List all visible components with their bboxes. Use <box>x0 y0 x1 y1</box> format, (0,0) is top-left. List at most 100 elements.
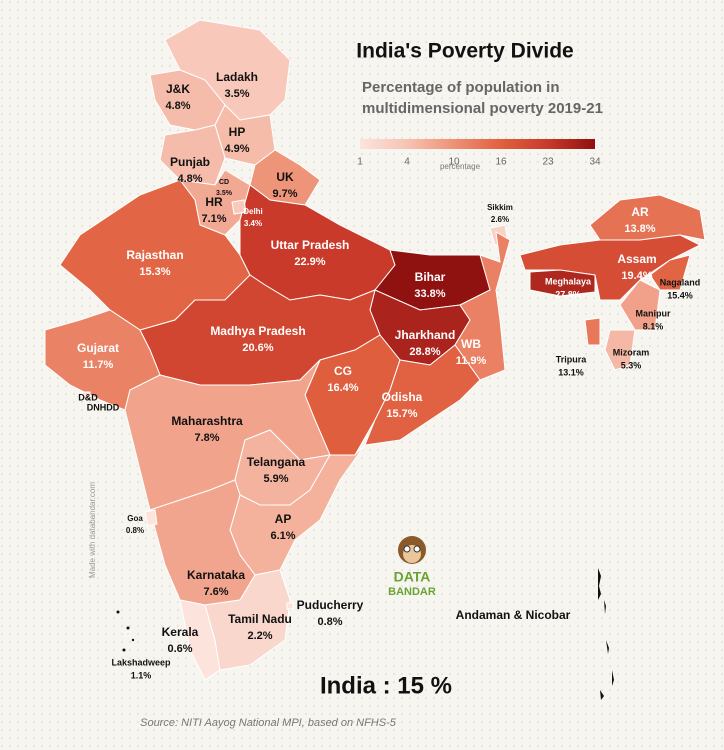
state-name: Madhya Pradesh <box>210 324 305 338</box>
legend-tick-label: 16 <box>495 157 507 168</box>
state-name: CD <box>219 179 229 186</box>
legend-tick-label: 34 <box>589 157 601 168</box>
state <box>159 124 226 186</box>
state-value: 4.9% <box>224 143 249 155</box>
state-value: 1.1% <box>131 670 152 680</box>
state-name: WB <box>461 337 481 351</box>
state-value: 4.8% <box>165 100 190 112</box>
state <box>454 231 511 381</box>
title: India's Poverty Divide <box>356 40 573 63</box>
state-name: HP <box>229 125 246 139</box>
state-name: Odisha <box>382 390 423 404</box>
state-name: CG <box>334 364 352 378</box>
state-value: 2.6% <box>491 215 509 224</box>
state-value: 2.2% <box>247 630 272 642</box>
state-value: 5.3% <box>621 360 642 370</box>
legend: 1 4 10 16 23 34 <box>357 157 601 168</box>
state <box>584 317 601 346</box>
state-name: Uttar Pradesh <box>271 238 350 252</box>
state-value: 7.1% <box>201 213 226 225</box>
state-name: UK <box>276 170 294 184</box>
labels: Ladakh 3.5% J&K 4.8% HP 4.9% Punjab 4.8% CD 3.5% U… <box>77 70 700 680</box>
state-value: 33.8% <box>414 288 445 300</box>
state-name: Meghalaya <box>545 276 592 286</box>
state-value: 13.1% <box>558 367 584 377</box>
subtitle: multidimensional poverty 2019-21 <box>362 100 603 117</box>
state-name: Assam <box>617 252 656 266</box>
state-name: Goa <box>127 514 143 523</box>
subtitle: Percentage of population in <box>362 79 560 96</box>
state-value: 0.8% <box>126 526 144 535</box>
state-value: 11.7% <box>83 359 114 371</box>
islands <box>116 568 614 712</box>
state-name: Andaman & Nicobar <box>456 608 571 622</box>
state <box>81 391 91 401</box>
state-value: 19.4% <box>621 270 652 282</box>
state-name: DNHDD <box>87 402 120 412</box>
state-name: J&K <box>166 82 190 96</box>
state-value: 28.8% <box>409 346 440 358</box>
state-value: 15.4% <box>667 290 693 300</box>
watermark: Made with databandar.com <box>88 482 97 578</box>
state-name: Kerala <box>162 625 199 639</box>
state <box>604 329 636 371</box>
state-value: 15.7% <box>386 408 417 420</box>
state <box>529 269 596 297</box>
state <box>125 631 131 637</box>
legend-title: percentage <box>440 162 481 171</box>
state-name: Sikkim <box>487 203 513 212</box>
state-name: Manipur <box>636 308 671 318</box>
state-name: Puducherry <box>297 598 364 612</box>
state <box>204 569 291 671</box>
logo-text: DATA <box>394 569 431 585</box>
state <box>364 344 481 446</box>
state-value: 22.9% <box>294 256 325 268</box>
state-name: AP <box>275 512 292 526</box>
state-name: Lakshadweep <box>111 657 171 667</box>
state <box>144 509 158 527</box>
legend-tick-label: 1 <box>357 157 363 168</box>
state-name: D&D <box>78 392 98 402</box>
state-value: 7.6% <box>203 586 228 598</box>
legend-tick-label: 4 <box>404 157 410 168</box>
state-name: Tripura <box>556 354 588 364</box>
state <box>231 199 247 215</box>
source: Source: NITI Aayog National MPI, based o… <box>140 717 397 729</box>
state-value: 0.6% <box>167 643 192 655</box>
state-name: AR <box>631 205 649 219</box>
state-value: 20.6% <box>242 342 273 354</box>
logo-text: BANDAR <box>388 586 436 598</box>
summary: India : 15 % <box>320 672 452 699</box>
state-name: Rajasthan <box>126 248 183 262</box>
state <box>619 279 661 331</box>
state-value: 7.8% <box>194 432 219 444</box>
state-name: Telangana <box>247 455 306 469</box>
state-name: Punjab <box>170 155 210 169</box>
state-value: 13.8% <box>624 223 655 235</box>
state-name: Bihar <box>415 270 446 284</box>
state-value: 4.8% <box>177 173 202 185</box>
state-value: 9.7% <box>272 188 297 200</box>
state-value: 15.3% <box>139 266 170 278</box>
legend-tick-label: 23 <box>542 157 554 168</box>
state-name: Delhi <box>243 207 263 216</box>
state-value: 8.1% <box>643 321 664 331</box>
state-name: Gujarat <box>77 341 119 355</box>
state-value: 3.4% <box>244 219 262 228</box>
state-name: HR <box>205 195 223 209</box>
regions <box>44 19 706 681</box>
state-value: 6.1% <box>270 530 295 542</box>
state-name: Nagaland <box>660 277 701 287</box>
state-value: 5.9% <box>263 473 288 485</box>
state <box>649 254 691 291</box>
state <box>214 104 276 166</box>
state-name: Tamil Nadu <box>228 612 292 626</box>
state-name: Jharkhand <box>395 328 456 342</box>
state-value: 3.5% <box>224 88 249 100</box>
state-value: 11.9% <box>456 355 487 367</box>
state-name: Karnataka <box>187 568 245 582</box>
state-name: Mizoram <box>613 347 650 357</box>
legend-bar <box>360 139 595 149</box>
state-value: 3.5% <box>216 190 233 197</box>
